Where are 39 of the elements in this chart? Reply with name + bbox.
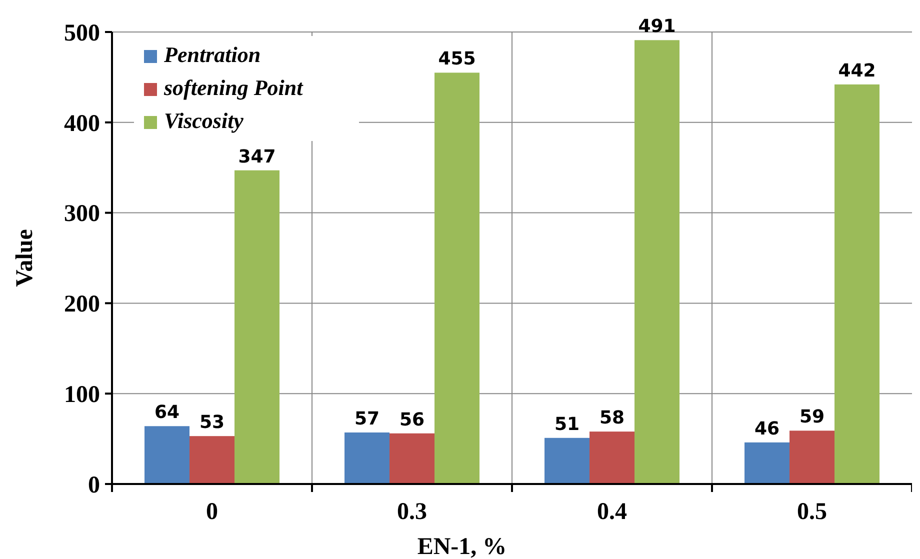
data-label: 46 (754, 418, 780, 440)
y-tick-label: 500 (64, 20, 100, 46)
data-label: 442 (838, 60, 876, 82)
bar (790, 430, 834, 484)
bar (234, 170, 280, 484)
bar (634, 40, 680, 484)
x-axis-title: EN-1, % (417, 534, 507, 559)
data-label: 57 (354, 408, 380, 430)
data-label: 64 (154, 402, 180, 424)
data-label: 59 (799, 406, 825, 428)
legend-label: softening Point (163, 75, 304, 100)
y-tick-label: 300 (64, 201, 100, 228)
y-tick-label: 400 (64, 110, 100, 137)
data-label: 455 (438, 48, 476, 70)
y-tick-label: 200 (64, 292, 100, 318)
x-tick-label: 0.5 (797, 499, 827, 525)
bar (344, 432, 390, 484)
y-axis-title: Value (12, 228, 38, 287)
bar (834, 84, 880, 484)
data-label: 491 (638, 16, 676, 38)
bar (190, 436, 234, 484)
data-label: 51 (554, 414, 580, 435)
data-label: 56 (399, 409, 425, 430)
legend-label: Pentration (163, 42, 261, 67)
bar (390, 433, 434, 484)
data-label: 58 (599, 408, 625, 429)
y-tick-label: 0 (88, 472, 100, 498)
y-tick-label: 100 (64, 382, 100, 408)
x-tick-label: 0.4 (597, 499, 627, 525)
bar (144, 426, 190, 484)
data-label: 53 (199, 412, 225, 434)
x-tick-label: 0 (206, 499, 218, 525)
bar (544, 438, 590, 484)
legend-label: Viscosity (164, 108, 244, 133)
data-label: 347 (238, 146, 276, 168)
x-tick-label: 0.3 (397, 499, 427, 525)
bar (744, 442, 790, 484)
bar (434, 72, 480, 484)
bar (590, 432, 634, 484)
